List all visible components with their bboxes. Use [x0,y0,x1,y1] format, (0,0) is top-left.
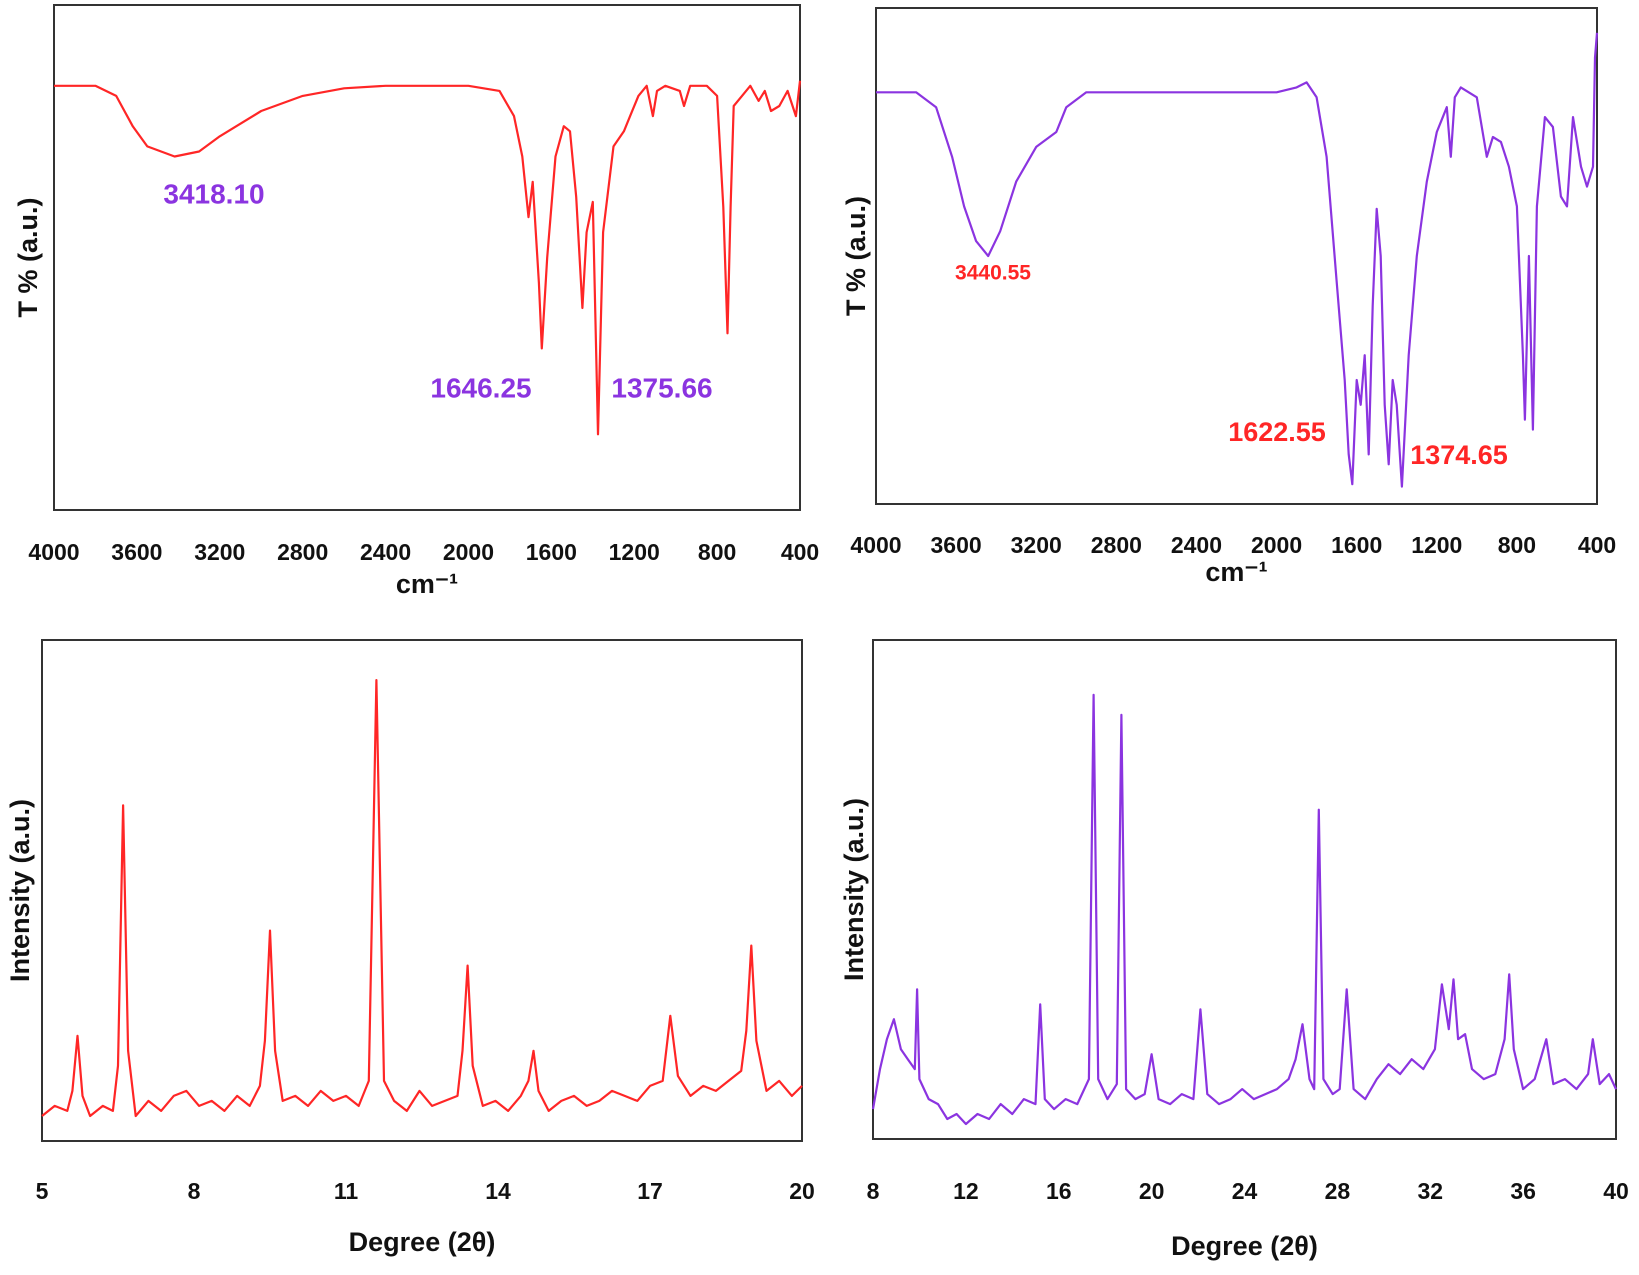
x-axis-label: Degree (2θ) [1171,1231,1318,1261]
x-tick-label: 800 [698,539,736,565]
x-tick-label: 4000 [28,539,79,565]
y-axis-label: Intensity (a.u.) [839,798,869,981]
plot-frame [872,639,1617,1140]
y-axis-label: T % (a.u.) [13,198,43,318]
x-tick-label: 32 [1417,1178,1443,1204]
y-axis-label: Intensity (a.u.) [5,799,35,982]
x-tick-label: 12 [953,1178,979,1204]
peak-annotation: 3440.55 [955,262,1031,285]
spectrum-line [54,80,802,436]
x-tick-label: 5 [36,1178,49,1204]
plot-frame [875,7,1598,505]
x-tick-label: 11 [334,1178,359,1204]
peak-annotation: 3418.10 [163,178,264,209]
x-tick-label: 800 [1498,532,1536,558]
x-tick-label: 1600 [1331,532,1382,558]
x-axis-label: Degree (2θ) [349,1227,496,1257]
x-tick-label: 3200 [1011,532,1062,558]
x-tick-label: 8 [867,1178,880,1204]
x-tick-label: 17 [637,1178,663,1204]
x-tick-label: 2400 [360,539,411,565]
x-tick-label: 3200 [194,539,245,565]
x-tick-label: 2800 [277,539,328,565]
plot-frame [53,4,801,511]
x-tick-label: 2400 [1171,532,1222,558]
spectrum-line [876,32,1599,488]
spectrum-line [41,679,803,1118]
peak-annotation: 1375.66 [611,372,712,403]
plot-frame [41,639,803,1142]
x-tick-label: 28 [1325,1178,1351,1204]
x-tick-label: 4000 [850,532,901,558]
x-tick-label: 2000 [443,539,494,565]
x-axis-label: cm⁻¹ [1205,557,1267,587]
x-tick-label: 40 [1603,1178,1629,1204]
x-tick-label: 24 [1232,1178,1258,1204]
x-tick-label: 3600 [111,539,162,565]
x-tick-label: 20 [1139,1178,1165,1204]
x-tick-label: 3600 [931,532,982,558]
x-tick-label: 14 [485,1178,511,1204]
y-axis-label: T % (a.u.) [841,196,871,316]
spectrum-line [871,693,1617,1126]
x-tick-label: 400 [1578,532,1616,558]
x-tick-label: 20 [789,1178,815,1204]
peak-annotation: 1374.65 [1410,440,1508,470]
x-tick-label: 2800 [1091,532,1142,558]
x-tick-label: 36 [1510,1178,1536,1204]
x-tick-label: 2000 [1251,532,1302,558]
x-tick-label: 1200 [609,539,660,565]
peak-annotation: 1646.25 [430,372,531,403]
x-tick-label: 8 [188,1178,201,1204]
x-tick-label: 16 [1046,1178,1072,1204]
x-tick-label: 1600 [526,539,577,565]
x-tick-label: 400 [781,539,819,565]
x-tick-label: 1200 [1411,532,1462,558]
peak-annotation: 1622.55 [1228,417,1326,447]
x-axis-label: cm⁻¹ [396,569,458,599]
